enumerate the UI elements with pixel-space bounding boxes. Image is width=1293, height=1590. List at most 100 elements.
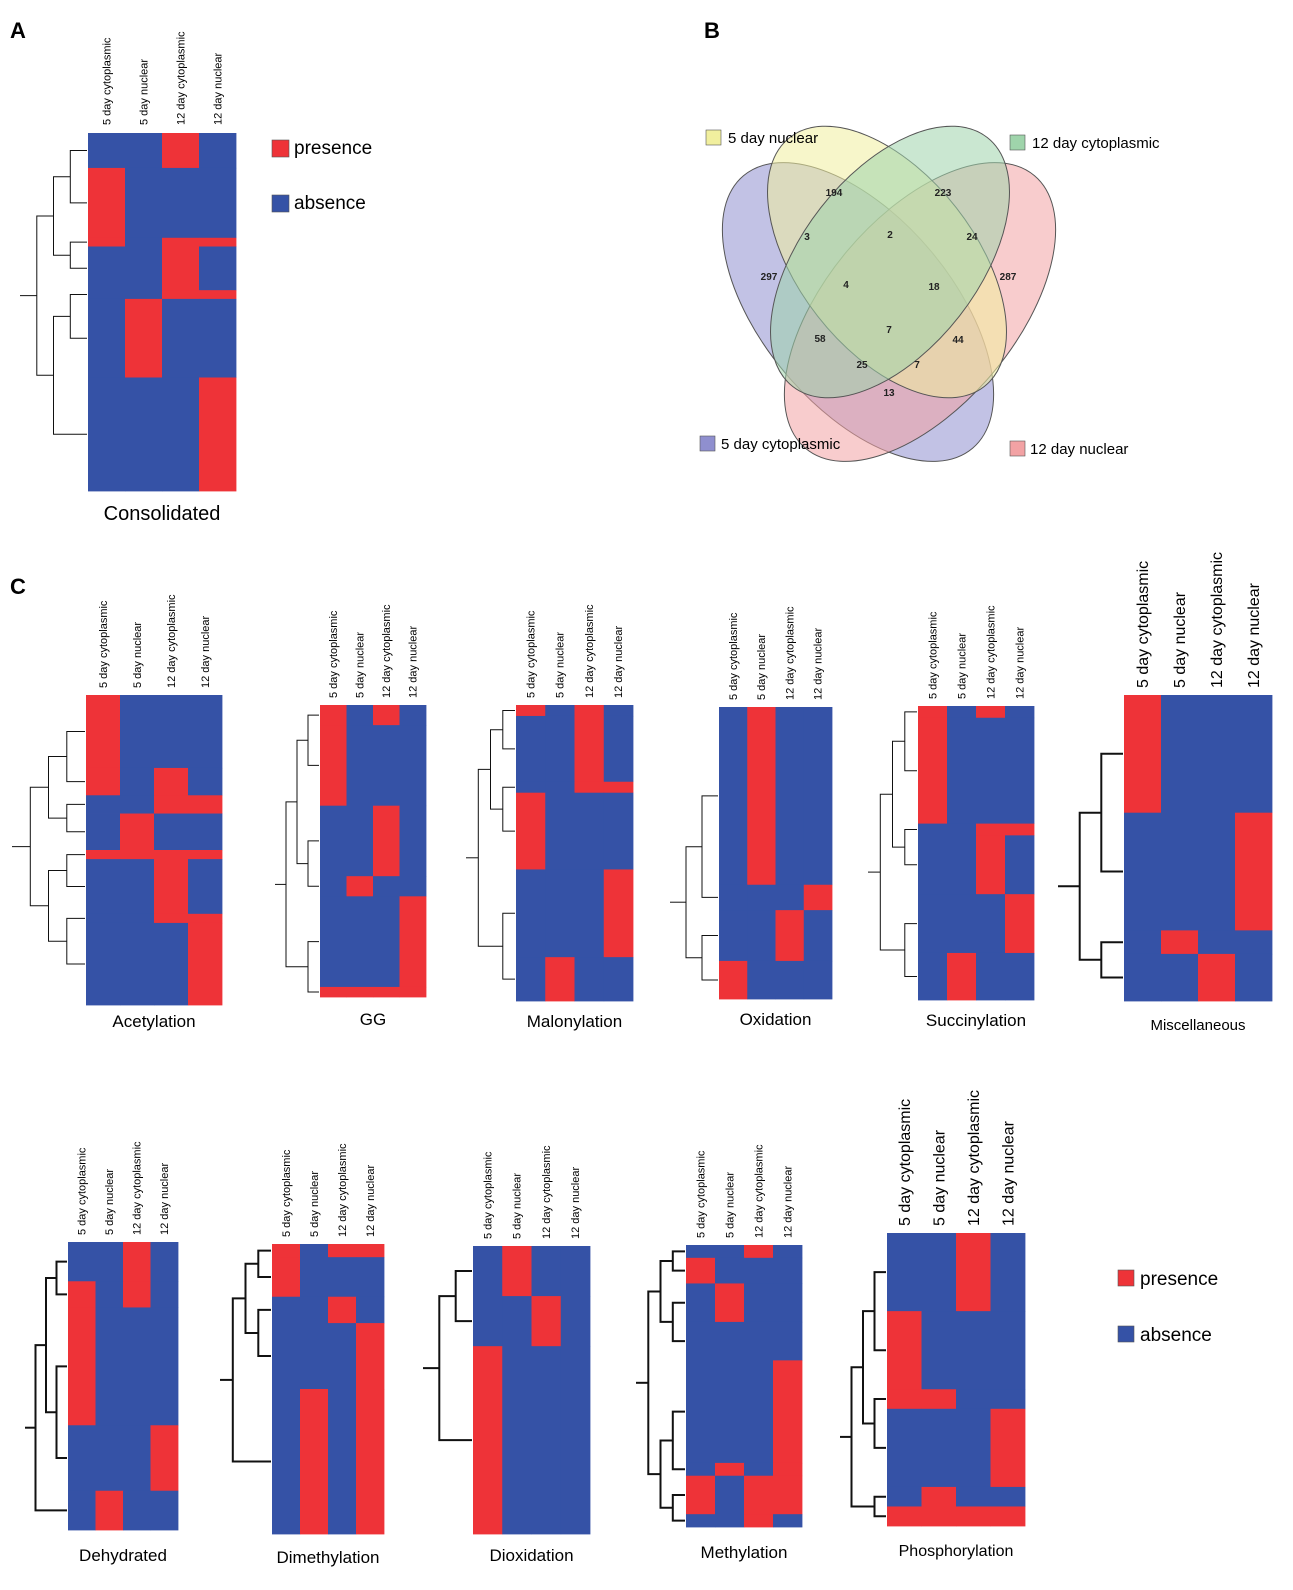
heatmap-cell [188, 850, 223, 860]
heatmap-cell [86, 767, 121, 796]
heatmap-cell [154, 913, 189, 924]
heatmap-cell [68, 1425, 96, 1492]
heatmap-cell [947, 706, 977, 719]
dendrogram-branch [671, 1301, 685, 1343]
heatmap-cell [976, 717, 1006, 824]
heatmap-cell [956, 1486, 991, 1507]
heatmap-acetylation: 5 day cytoplasmic 5 day nuclear 12 day cyt… [12, 594, 223, 1031]
heatmap-cell [686, 1514, 716, 1528]
heatmap-cell [473, 1296, 503, 1347]
heatmap-cell [272, 1323, 301, 1390]
heatmap-cell [918, 835, 948, 895]
heatmap-oxidation: 5 day cytoplasmic 5 day nuclear 12 day cyt… [670, 606, 833, 1029]
heatmap-phosphorylation: 5 day cytoplasmic 5 day nuclear 12 day cyt… [840, 1090, 1026, 1560]
heatmap-cell [1161, 695, 1199, 814]
heatmap-cell [373, 876, 400, 897]
heatmap-cell [686, 1360, 716, 1464]
heatmap-cell [162, 290, 200, 300]
heatmap-cell [715, 1245, 745, 1259]
column-label: 12 day nuclear [1014, 627, 1026, 699]
heatmap-cell [199, 246, 237, 291]
heatmap-cell [328, 1296, 357, 1324]
dendrogram-branch [231, 1297, 271, 1463]
legend-bottom-presence-swatch [1117, 1269, 1135, 1287]
heatmap-cell [686, 1283, 716, 1323]
heatmap-cell [715, 1283, 745, 1323]
heatmap-cell [199, 167, 237, 239]
heatmap-cell [154, 795, 189, 814]
heatmap-cell [947, 717, 977, 824]
panel-letter-b: B [704, 18, 720, 43]
column-label: 5 day nuclear [756, 634, 768, 700]
heatmap-cell [516, 781, 546, 794]
heatmap-cell [990, 1408, 1026, 1488]
heatmap-cell [803, 707, 833, 886]
heatmap-cell [123, 1281, 151, 1308]
column-label: 5 day nuclear [724, 1172, 736, 1238]
heatmap-cell [921, 1506, 957, 1527]
heatmap-cell [300, 1296, 329, 1324]
heatmap-cell [744, 1475, 774, 1515]
column-label: 12 day nuclear [1246, 582, 1263, 688]
heatmap-cell [188, 695, 223, 769]
heatmap-cell [719, 910, 748, 962]
heatmap-cell [68, 1242, 96, 1282]
column-label: 5 day nuclear [309, 1171, 321, 1237]
heatmap-cell [744, 1283, 774, 1323]
heatmap-cell [300, 1323, 329, 1390]
venn-region-count: 287 [1000, 272, 1017, 283]
heatmap-cell [719, 707, 748, 886]
heatmap-cell [356, 1389, 385, 1535]
heatmap-cell [120, 813, 155, 851]
heatmap-cell [956, 1408, 991, 1488]
dendrogram-branch [647, 1290, 661, 1476]
heatmap-cell [715, 1475, 745, 1515]
dendrogram-branch [862, 1310, 875, 1425]
heatmap-cell [88, 246, 126, 291]
dendrogram-branch [904, 829, 917, 866]
heatmap-title: Dehydrated [79, 1546, 167, 1565]
column-label: 12 day nuclear [159, 1163, 171, 1235]
legend-bottom: presence absence [1117, 1269, 1218, 1346]
dendrogram [636, 1250, 685, 1522]
heatmap-cell [947, 823, 977, 836]
heatmap-cell [320, 986, 347, 998]
heatmap-cell [773, 1283, 803, 1323]
column-label: 12 day nuclear [212, 53, 224, 125]
heatmap-cell [887, 1486, 922, 1507]
heatmap-cell [976, 952, 1006, 1001]
heatmap-cell [947, 894, 977, 954]
heatmap-cell [531, 1296, 562, 1347]
heatmap-cell [346, 986, 374, 998]
heatmap-cell [560, 1346, 591, 1535]
heatmap-cell [346, 725, 374, 807]
heatmap-cell [120, 859, 155, 915]
heatmap-cell [88, 298, 126, 378]
column-label: 5 day nuclear [512, 1173, 524, 1239]
dendrogram-branch [34, 1344, 67, 1512]
heatmap-cell [68, 1490, 96, 1531]
dendrogram [840, 1271, 886, 1518]
venn-legend-12day-nuclear: 12 day nuclear [1030, 441, 1128, 458]
heatmap-cell [95, 1307, 124, 1426]
column-label: 5 day cytoplasmic [927, 611, 939, 699]
heatmap-cell [373, 705, 400, 726]
heatmap-cell [154, 695, 189, 769]
heatmap-cell [373, 725, 400, 807]
column-label: 5 day nuclear [355, 632, 367, 698]
dendrogram-branch [873, 1398, 886, 1449]
heatmap-cell [399, 986, 427, 998]
heatmap-cell [686, 1245, 716, 1259]
heatmap-title: Phosphorylation [899, 1543, 1014, 1560]
heatmap-cell [300, 1257, 329, 1298]
venn-legend-5day-cytoplasmic: 5 day cytoplasmic [721, 436, 841, 453]
dendrogram-branch [671, 1410, 685, 1471]
column-label: 12 day nuclear [408, 626, 420, 698]
heatmap-cell [516, 957, 546, 1002]
heatmap-cell [715, 1257, 745, 1284]
heatmap-cell [154, 850, 189, 860]
heatmap-cell [272, 1257, 301, 1298]
heatmap-cell [162, 377, 200, 492]
heatmap-cell [399, 725, 427, 807]
